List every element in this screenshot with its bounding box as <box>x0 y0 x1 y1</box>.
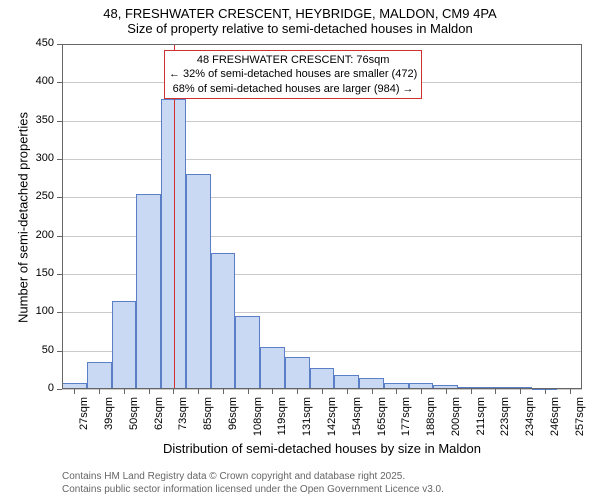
xtick-mark <box>495 389 496 394</box>
xtick-mark <box>74 389 75 394</box>
xtick-label: 131sqm <box>301 397 313 451</box>
ytick-label: 300 <box>22 152 54 164</box>
xtick-label: 119sqm <box>276 397 288 451</box>
xtick-label: 108sqm <box>252 397 264 451</box>
xtick-label: 200sqm <box>450 397 462 451</box>
ytick-label: 400 <box>22 75 54 87</box>
ytick-label: 450 <box>22 37 54 49</box>
annotation-box: 48 FRESHWATER CRESCENT: 76sqm ← 32% of s… <box>164 50 422 99</box>
xtick-mark <box>124 389 125 394</box>
xtick-mark <box>99 389 100 394</box>
xtick-mark <box>198 389 199 394</box>
xtick-mark <box>248 389 249 394</box>
annotation-line1: 48 FRESHWATER CRESCENT: 76sqm <box>169 53 417 67</box>
ytick-mark <box>57 389 62 390</box>
xtick-label: 223sqm <box>499 397 511 451</box>
xtick-mark <box>520 389 521 394</box>
xtick-label: 50sqm <box>128 397 140 451</box>
xtick-mark <box>446 389 447 394</box>
xtick-mark <box>297 389 298 394</box>
xtick-label: 27sqm <box>78 397 90 451</box>
xtick-mark <box>322 389 323 394</box>
xtick-label: 177sqm <box>400 397 412 451</box>
xtick-label: 154sqm <box>351 397 363 451</box>
xtick-label: 39sqm <box>103 397 115 451</box>
ytick-label: 150 <box>22 267 54 279</box>
xtick-label: 188sqm <box>425 397 437 451</box>
xtick-mark <box>173 389 174 394</box>
xtick-mark <box>223 389 224 394</box>
annotation-line2: ← 32% of semi-detached houses are smalle… <box>169 67 417 81</box>
xtick-mark <box>347 389 348 394</box>
xtick-label: 142sqm <box>326 397 338 451</box>
ytick-label: 350 <box>22 114 54 126</box>
chart-title-block: 48, FRESHWATER CRESCENT, HEYBRIDGE, MALD… <box>0 6 600 36</box>
xtick-mark <box>471 389 472 394</box>
footer-block: Contains HM Land Registry data © Crown c… <box>62 470 444 496</box>
ytick-label: 250 <box>22 190 54 202</box>
xtick-label: 257sqm <box>574 397 586 451</box>
y-axis-label: Number of semi-detached properties <box>16 103 31 333</box>
xtick-mark <box>149 389 150 394</box>
xtick-label: 62sqm <box>153 397 165 451</box>
xtick-mark <box>545 389 546 394</box>
ytick-label: 50 <box>22 344 54 356</box>
ytick-label: 200 <box>22 229 54 241</box>
ytick-label: 100 <box>22 305 54 317</box>
xtick-mark <box>421 389 422 394</box>
annotation-line3: 68% of semi-detached houses are larger (… <box>169 82 417 96</box>
xtick-mark <box>272 389 273 394</box>
xtick-label: 246sqm <box>549 397 561 451</box>
xtick-label: 165sqm <box>376 397 388 451</box>
xtick-label: 73sqm <box>177 397 189 451</box>
xtick-mark <box>396 389 397 394</box>
xtick-label: 234sqm <box>524 397 536 451</box>
chart-title-line2: Size of property relative to semi-detach… <box>0 21 600 36</box>
footer-line1: Contains HM Land Registry data © Crown c… <box>62 470 444 483</box>
xtick-label: 211sqm <box>475 397 487 451</box>
xtick-mark <box>372 389 373 394</box>
xtick-label: 96sqm <box>227 397 239 451</box>
chart-title-line1: 48, FRESHWATER CRESCENT, HEYBRIDGE, MALD… <box>0 6 600 21</box>
ytick-label: 0 <box>22 382 54 394</box>
footer-line2: Contains public sector information licen… <box>62 483 444 496</box>
xtick-mark <box>570 389 571 394</box>
xtick-label: 85sqm <box>202 397 214 451</box>
